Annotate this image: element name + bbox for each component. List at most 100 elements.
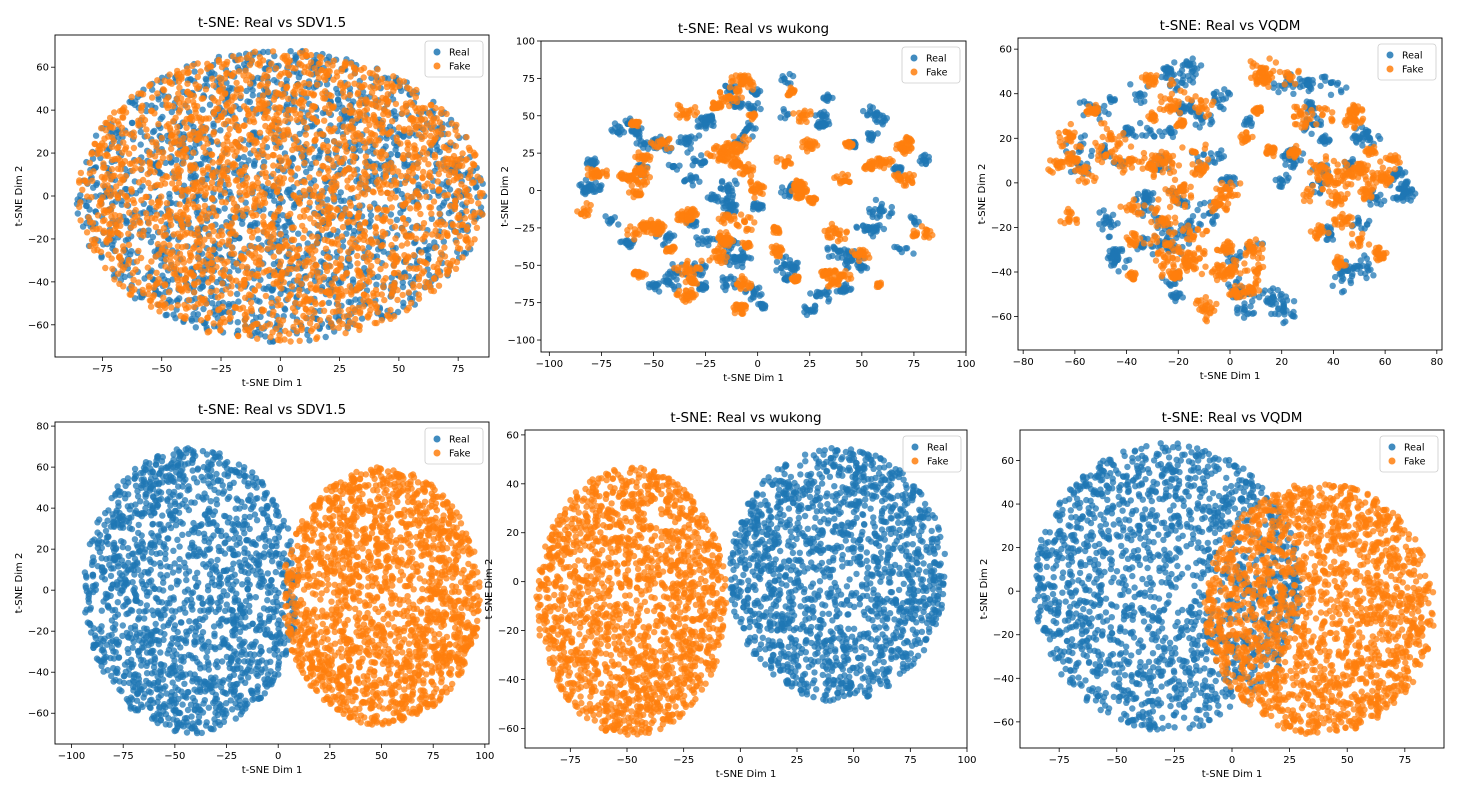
point-fake bbox=[408, 299, 415, 307]
point-fake bbox=[119, 114, 127, 121]
point-real bbox=[325, 53, 333, 60]
point-real bbox=[206, 101, 214, 108]
point-fake bbox=[185, 69, 192, 76]
point-fake bbox=[388, 283, 395, 290]
point-fake bbox=[277, 231, 284, 238]
point-fake bbox=[312, 159, 320, 166]
point-fake bbox=[148, 199, 155, 206]
point-fake bbox=[364, 186, 371, 193]
point-fake bbox=[425, 161, 432, 168]
point-fake bbox=[250, 182, 258, 190]
point-real bbox=[109, 129, 116, 136]
point-fake bbox=[226, 273, 233, 281]
point-fake bbox=[102, 207, 109, 214]
point-fake bbox=[321, 236, 328, 243]
point-fake bbox=[174, 150, 181, 157]
point-real bbox=[440, 238, 447, 245]
point-fake bbox=[412, 189, 419, 197]
point-fake bbox=[380, 216, 387, 223]
point-fake bbox=[217, 326, 224, 333]
point-fake bbox=[409, 170, 416, 177]
point-fake bbox=[238, 263, 246, 270]
point-fake bbox=[380, 128, 387, 135]
point-fake bbox=[354, 252, 361, 260]
point-fake bbox=[319, 299, 326, 307]
point-fake bbox=[447, 202, 454, 210]
point-fake bbox=[101, 164, 108, 171]
point-fake bbox=[455, 163, 462, 170]
point-fake bbox=[289, 244, 297, 252]
point-real bbox=[137, 141, 144, 148]
point-fake bbox=[108, 143, 116, 151]
point-fake bbox=[387, 195, 394, 202]
point-fake bbox=[213, 287, 220, 294]
point-fake bbox=[283, 52, 291, 60]
point-fake bbox=[301, 159, 308, 167]
point-fake bbox=[191, 231, 198, 238]
point-fake bbox=[207, 288, 214, 296]
point-fake bbox=[435, 170, 442, 178]
point-fake bbox=[361, 107, 368, 115]
point-real bbox=[162, 159, 169, 166]
point-fake bbox=[278, 285, 285, 292]
point-fake bbox=[301, 64, 308, 71]
point-fake bbox=[391, 260, 398, 267]
point-fake bbox=[461, 215, 469, 222]
point-fake bbox=[93, 225, 100, 233]
point-fake bbox=[270, 271, 278, 279]
point-fake bbox=[277, 195, 284, 202]
point-fake bbox=[194, 103, 201, 110]
point-fake bbox=[81, 177, 88, 184]
point-fake bbox=[336, 247, 344, 254]
point-fake bbox=[342, 206, 349, 213]
point-fake bbox=[169, 103, 176, 110]
point-fake bbox=[103, 239, 110, 246]
point-real bbox=[172, 315, 179, 322]
point-fake bbox=[196, 246, 203, 254]
point-fake bbox=[332, 288, 340, 295]
point-fake bbox=[180, 160, 187, 167]
point-fake bbox=[120, 247, 127, 254]
point-fake bbox=[241, 245, 248, 252]
point-fake bbox=[340, 313, 348, 320]
point-fake bbox=[171, 263, 178, 271]
point-fake bbox=[285, 250, 292, 257]
point-fake bbox=[379, 117, 387, 125]
point-fake bbox=[435, 260, 442, 267]
point-real bbox=[896, 245, 903, 253]
point-fake bbox=[265, 127, 272, 134]
point-fake bbox=[295, 260, 302, 267]
point-fake bbox=[384, 181, 391, 188]
point-real bbox=[866, 103, 874, 110]
point-fake bbox=[387, 218, 394, 225]
point-fake bbox=[143, 215, 151, 222]
point-fake bbox=[209, 204, 217, 211]
point-fake bbox=[162, 263, 169, 270]
point-fake bbox=[200, 95, 207, 102]
point-fake bbox=[143, 126, 150, 133]
point-fake bbox=[349, 152, 356, 160]
point-real bbox=[287, 48, 294, 55]
point-fake bbox=[372, 223, 379, 230]
point-fake bbox=[385, 313, 392, 320]
point-fake bbox=[140, 227, 147, 235]
point-fake bbox=[469, 179, 476, 187]
point-real bbox=[285, 218, 292, 226]
point-fake bbox=[114, 144, 121, 152]
point-fake bbox=[334, 154, 341, 161]
point-real bbox=[347, 299, 355, 306]
point-fake bbox=[101, 135, 108, 142]
point-real bbox=[757, 105, 764, 113]
point-real bbox=[187, 172, 195, 179]
y-tick-label: 20 bbox=[36, 149, 49, 160]
point-fake bbox=[311, 65, 318, 72]
point-fake bbox=[194, 60, 201, 67]
point-fake bbox=[387, 128, 395, 135]
point-fake bbox=[160, 232, 167, 240]
point-fake bbox=[278, 157, 285, 164]
point-real bbox=[249, 87, 256, 94]
point-fake bbox=[293, 265, 301, 272]
point-fake bbox=[106, 221, 113, 228]
point-fake bbox=[360, 231, 367, 238]
point-fake bbox=[369, 270, 376, 277]
